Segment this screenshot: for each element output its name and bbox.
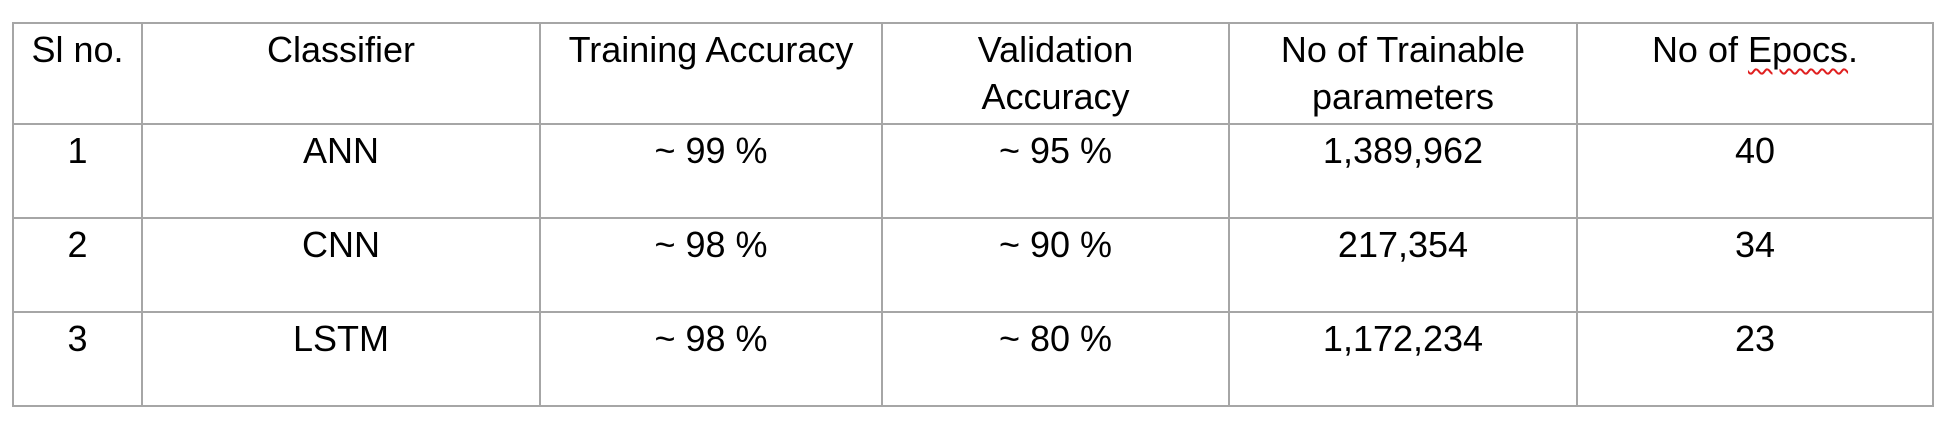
cell-sl-no: 3 — [12, 311, 143, 407]
header-sl-no: Sl no. — [12, 22, 143, 125]
header-validation-accuracy-label: Validation Accuracy — [977, 29, 1134, 117]
header-trainable-parameters-label: No of Trainable parameters — [1280, 29, 1526, 117]
cell-classifier: LSTM — [141, 311, 541, 407]
cell-training-accuracy: ~ 99 % — [539, 123, 883, 219]
header-training-accuracy-label: Training Accuracy — [568, 29, 854, 70]
cell-epochs: 34 — [1576, 217, 1934, 313]
header-training-accuracy: Training Accuracy — [539, 22, 883, 125]
cell-sl-no: 2 — [12, 217, 143, 313]
header-classifier-label: Classifier — [266, 29, 416, 70]
cell-training-accuracy: ~ 98 % — [539, 311, 883, 407]
table-row: 3 LSTM ~ 98 % ~ 80 % 1,172,234 23 — [12, 311, 1934, 407]
header-epochs-suffix: . — [1848, 29, 1859, 70]
cell-training-accuracy: ~ 98 % — [539, 217, 883, 313]
table-row: 2 CNN ~ 98 % ~ 90 % 217,354 34 — [12, 217, 1934, 313]
cell-classifier: CNN — [141, 217, 541, 313]
cell-trainable-parameters: 217,354 — [1228, 217, 1578, 313]
cell-validation-accuracy: ~ 80 % — [881, 311, 1230, 407]
cell-trainable-parameters: 1,389,962 — [1228, 123, 1578, 219]
table-row: 1 ANN ~ 99 % ~ 95 % 1,389,962 40 — [12, 123, 1934, 219]
spellcheck-flagged-word[interactable]: Epocs — [1747, 29, 1849, 70]
cell-sl-no: 1 — [12, 123, 143, 219]
header-classifier: Classifier — [141, 22, 541, 125]
cell-epochs: 40 — [1576, 123, 1934, 219]
cell-validation-accuracy: ~ 95 % — [881, 123, 1230, 219]
header-epochs: No of Epocs. — [1576, 22, 1934, 125]
header-row: Sl no. Classifier Training Accuracy Vali… — [12, 22, 1934, 125]
cell-epochs: 23 — [1576, 311, 1934, 407]
cell-trainable-parameters: 1,172,234 — [1228, 311, 1578, 407]
cell-validation-accuracy: ~ 90 % — [881, 217, 1230, 313]
header-sl-no-label: Sl no. — [31, 29, 124, 70]
classifier-comparison-table: Sl no. Classifier Training Accuracy Vali… — [12, 22, 1934, 407]
header-trainable-parameters: No of Trainable parameters — [1228, 22, 1578, 125]
header-epochs-label: No of Epocs. — [1652, 26, 1858, 73]
header-validation-accuracy: Validation Accuracy — [881, 22, 1230, 125]
header-epochs-prefix: No of — [1651, 29, 1748, 70]
results-table-container: Sl no. Classifier Training Accuracy Vali… — [12, 22, 1934, 407]
cell-classifier: ANN — [141, 123, 541, 219]
